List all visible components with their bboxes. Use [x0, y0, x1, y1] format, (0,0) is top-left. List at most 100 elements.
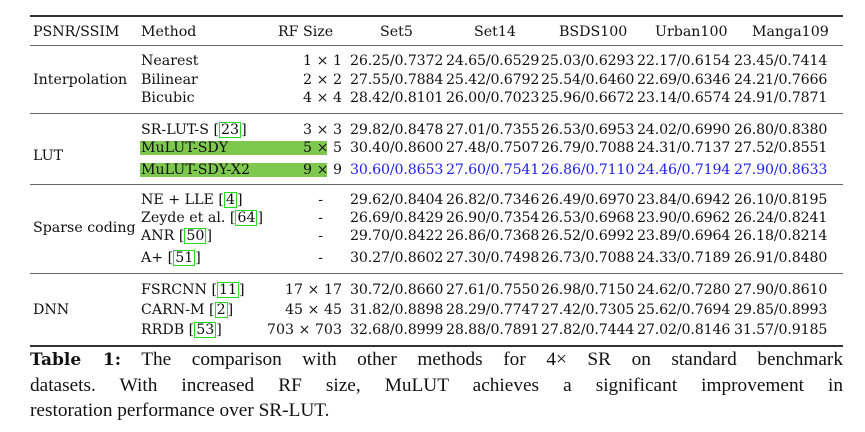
- method-label: RRDB: [141, 322, 185, 338]
- metric-value: 29.85/0.8993: [734, 302, 828, 318]
- rf-size: 2 × 2: [303, 72, 342, 88]
- method-name: FSRCNN [11]: [141, 282, 245, 298]
- metric-value: 24.33/0.7189: [637, 250, 731, 266]
- metric-value: 28.42/0.8101: [350, 90, 444, 106]
- metric-value: 26.10/0.8195: [734, 192, 828, 208]
- metric-value: 26.91/0.8480: [734, 250, 828, 266]
- metric-value: 26.80/0.8380: [734, 122, 828, 138]
- caption-line-1: The comparison with other methods for 4×…: [141, 349, 843, 370]
- method-name: Bicubic: [141, 89, 195, 107]
- metric-value: 28.29/0.7747: [446, 302, 540, 318]
- citation-link[interactable]: 64: [235, 210, 258, 226]
- header-rule: [30, 45, 843, 46]
- metric-value: 24.91/0.7871: [734, 90, 828, 106]
- method-name: Nearest: [141, 52, 198, 70]
- group-rule: [30, 273, 843, 274]
- metric-value: 26.73/0.7088: [541, 250, 635, 266]
- metric-value: 26.82/0.7346: [446, 192, 540, 208]
- metric-value: 23.14/0.6574: [637, 90, 731, 106]
- metric-value: 30.40/0.8600: [350, 140, 444, 156]
- method-label: CARN-M: [141, 302, 205, 318]
- metric-value: 29.62/0.8404: [350, 192, 444, 208]
- citation-link[interactable]: 50: [184, 228, 207, 244]
- group-label: Interpolation: [33, 72, 128, 88]
- header-urban100: Urban100: [655, 24, 728, 40]
- metric-value: 27.30/0.7498: [446, 250, 540, 266]
- metric-value: 29.70/0.8422: [350, 228, 444, 244]
- metric-value: 29.82/0.8478: [350, 122, 444, 138]
- metric-value: 27.60/0.7541: [446, 162, 540, 178]
- method-name: RRDB [53]: [141, 322, 222, 338]
- rf-size: 5 × 5: [303, 140, 342, 156]
- metric-value: 25.42/0.6792: [446, 72, 540, 88]
- method-label: MuLUT-SDY: [141, 140, 229, 156]
- metric-value: 26.49/0.6970: [541, 192, 635, 208]
- metric-value: 23.45/0.7414: [734, 53, 828, 69]
- header-set14: Set14: [474, 24, 516, 40]
- metric-value: 24.21/0.7666: [734, 72, 828, 88]
- method-label: MuLUT-SDY-X2: [141, 162, 251, 178]
- rf-size: 9 × 9: [303, 162, 342, 178]
- citation-link[interactable]: 53: [194, 322, 217, 338]
- metric-value: 23.84/0.6942: [637, 192, 731, 208]
- rf-size: 4 × 4: [303, 90, 342, 106]
- rf-size: 17 × 17: [284, 282, 342, 298]
- header-manga109: Manga109: [752, 24, 829, 40]
- rf-size: -: [318, 210, 323, 226]
- method-name: CARN-M [2]: [141, 302, 234, 318]
- method-label: SR-LUT-S: [141, 122, 209, 138]
- metric-value: 27.02/0.8146: [637, 322, 731, 338]
- metric-value: 24.31/0.7137: [637, 140, 731, 156]
- method-label: NE + LLE: [141, 192, 214, 208]
- highlight-bar: [140, 141, 327, 155]
- method-name: MuLUT-SDY: [141, 139, 228, 157]
- metric-value: 25.62/0.7694: [637, 302, 731, 318]
- group-rule: [30, 113, 843, 114]
- caption-line-3: restoration performance over SR-LUT.: [30, 400, 330, 421]
- metric-value: 26.90/0.7354: [446, 210, 540, 226]
- rf-size: 703 × 703: [266, 322, 342, 338]
- method-label: Zeyde et al.: [141, 210, 226, 226]
- method-name: SR-LUT-S [23]: [141, 122, 247, 138]
- citation-link[interactable]: 11: [216, 282, 240, 298]
- metric-value: 27.42/0.7305: [541, 302, 635, 318]
- method-name: A+ [51]: [141, 250, 201, 266]
- header-rf-size: RF Size: [278, 24, 334, 40]
- group-label: Sparse coding: [33, 220, 136, 236]
- caption-line-2: datasets. With increased RF size, MuLUT …: [30, 375, 843, 396]
- top-rule: [30, 15, 843, 17]
- metric-value: 24.62/0.7280: [637, 282, 731, 298]
- metric-value: 24.65/0.6529: [446, 53, 540, 69]
- citation-link[interactable]: 4: [223, 192, 237, 208]
- metric-value: 23.89/0.6964: [637, 228, 731, 244]
- method-label: Bicubic: [141, 90, 195, 106]
- method-label: FSRCNN: [141, 282, 207, 298]
- highlight-bar: [140, 163, 327, 177]
- header-set5: Set5: [380, 24, 413, 40]
- method-name: ANR [50]: [141, 228, 212, 244]
- header-psnr-ssim: PSNR/SSIM: [33, 24, 120, 40]
- group-rule: [30, 184, 843, 185]
- group-label: DNN: [33, 302, 70, 318]
- metric-value: 30.72/0.8660: [350, 282, 444, 298]
- header-method: Method: [141, 24, 197, 40]
- metric-value: 27.55/0.7884: [350, 72, 444, 88]
- citation-link[interactable]: 23: [219, 122, 242, 138]
- citation-link[interactable]: 2: [214, 302, 228, 318]
- metric-value: 25.54/0.6460: [541, 72, 635, 88]
- rf-size: 45 × 45: [284, 302, 342, 318]
- method-label: A+: [141, 250, 164, 266]
- rf-size: 3 × 3: [303, 122, 342, 138]
- metric-value: 26.86/0.7110: [541, 162, 635, 178]
- method-name: Bilinear: [141, 71, 198, 89]
- metric-value: 22.17/0.6154: [637, 53, 731, 69]
- metric-value: 26.24/0.8241: [734, 210, 828, 226]
- metric-value: 25.96/0.6672: [541, 90, 635, 106]
- bottom-rule: [30, 345, 843, 347]
- header-bsds100: BSDS100: [559, 24, 628, 40]
- metric-value: 27.48/0.7507: [446, 140, 540, 156]
- metric-value: 31.82/0.8898: [350, 302, 444, 318]
- citation-link[interactable]: 51: [173, 250, 196, 266]
- rf-size: -: [318, 192, 323, 208]
- metric-value: 31.57/0.9185: [734, 322, 828, 338]
